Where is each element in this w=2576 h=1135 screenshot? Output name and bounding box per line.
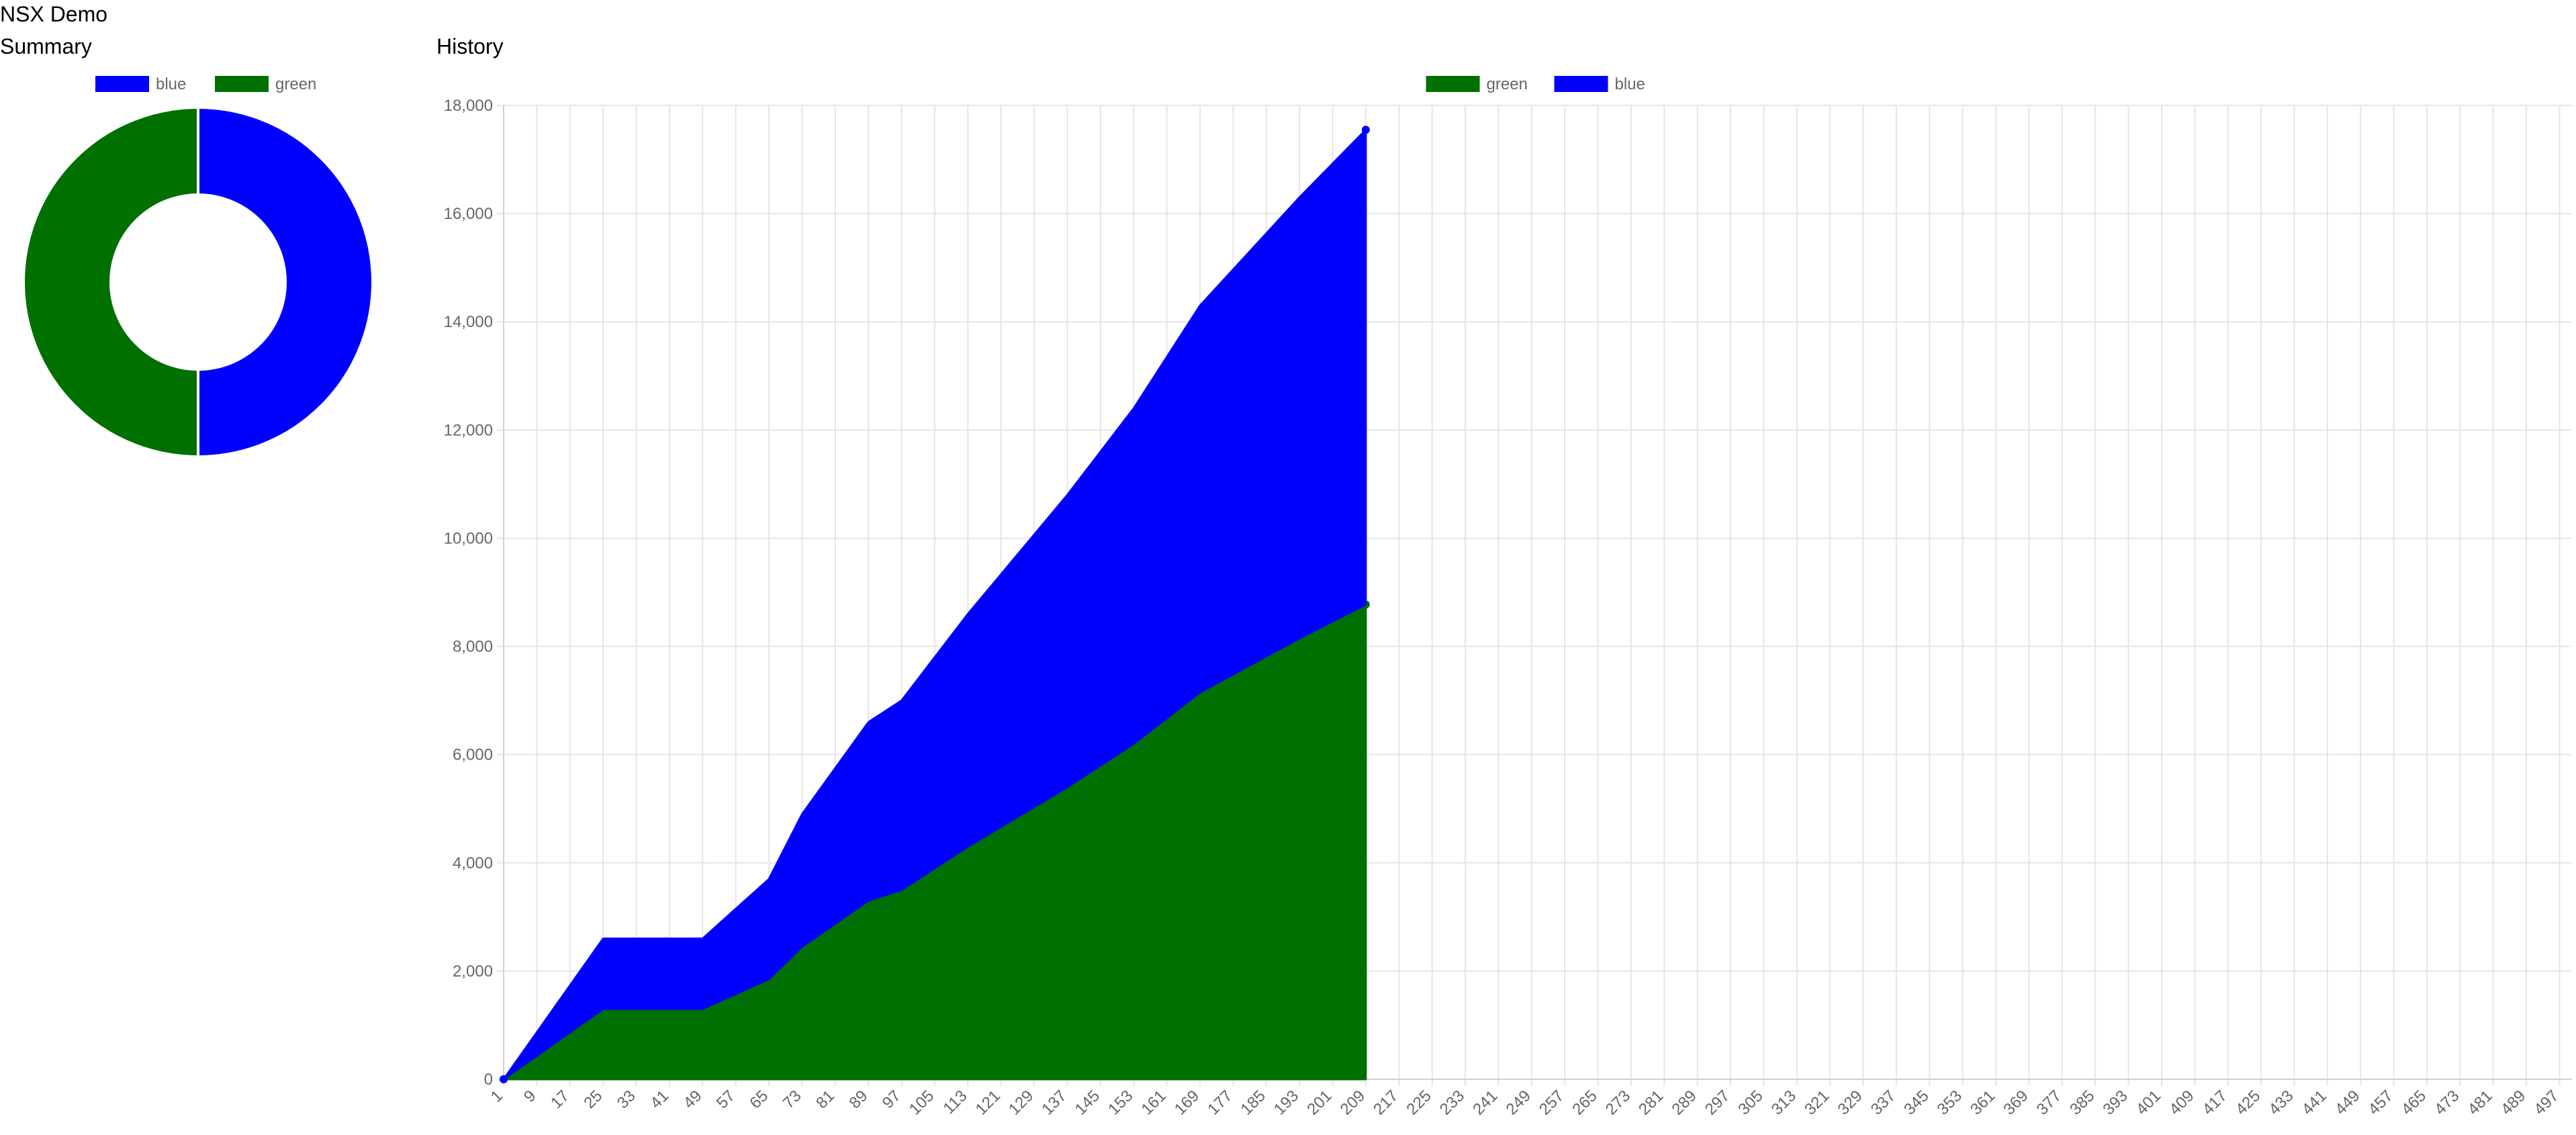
x-tick-label: 33	[614, 1087, 639, 1112]
x-tick-label: 193	[1271, 1087, 1302, 1118]
x-tick-label: 89	[845, 1087, 871, 1112]
history-legend-swatch-blue[interactable]	[1554, 76, 1608, 92]
x-tick-label: 25	[580, 1087, 606, 1112]
x-tick-label: 137	[1038, 1087, 1070, 1118]
y-tick-label: 4,000	[453, 854, 493, 872]
x-tick-label: 97	[879, 1087, 905, 1112]
x-tick-label: 441	[2299, 1087, 2330, 1118]
history-legend-label-green[interactable]: green	[1487, 75, 1528, 93]
history-area-chart: 0 2,000 4,000 6,000 8,000 10,000 12,000 14,000 1…	[444, 75, 2572, 1119]
x-tick-label: 65	[746, 1087, 772, 1112]
x-tick-label: 185	[1238, 1087, 1269, 1118]
y-tick-label: 8,000	[453, 638, 493, 656]
x-tick-label: 313	[1768, 1087, 1800, 1118]
x-tick-label: 289	[1668, 1087, 1700, 1118]
x-tick-label: 217	[1370, 1087, 1401, 1118]
y-tick-label: 2,000	[453, 962, 493, 981]
x-tick-label: 305	[1735, 1087, 1766, 1118]
x-tick-label: 345	[1900, 1087, 1932, 1118]
x-tick-label: 457	[2364, 1087, 2396, 1118]
history-legend-label-blue[interactable]: blue	[1615, 75, 1645, 93]
y-tick-label: 18,000	[444, 97, 493, 115]
x-tick-label: 105	[906, 1087, 937, 1118]
x-tick-label: 57	[713, 1087, 739, 1112]
doughnut-slice-green[interactable]	[22, 105, 199, 459]
x-tick-label: 497	[2530, 1087, 2562, 1118]
x-tick-label: 177	[1204, 1087, 1236, 1118]
x-tick-label: 161	[1138, 1087, 1169, 1118]
x-tick-label: 257	[1536, 1087, 1567, 1118]
x-tick-label: 297	[1702, 1087, 1733, 1118]
x-tick-label: 265	[1569, 1087, 1600, 1118]
x-tick-label: 353	[1933, 1087, 1965, 1118]
y-tick-label: 12,000	[444, 421, 493, 439]
history-title: History	[436, 34, 504, 58]
summary-doughnut-chart: blue green	[22, 75, 374, 459]
x-tick-label: 417	[2199, 1087, 2231, 1118]
x-tick-label: 233	[1436, 1087, 1468, 1118]
x-tick-label: 201	[1303, 1087, 1335, 1118]
x-tick-label: 409	[2166, 1087, 2197, 1118]
x-tick-label: 129	[1005, 1087, 1037, 1118]
summary-legend-swatch-blue[interactable]	[95, 76, 149, 92]
x-tick-label: 401	[2133, 1087, 2164, 1118]
x-tick-label: 433	[2265, 1087, 2297, 1118]
x-tick-label: 481	[2465, 1087, 2496, 1118]
x-tick-label: 273	[1602, 1087, 1634, 1118]
x-tick-label: 425	[2232, 1087, 2264, 1118]
summary-title: Summary	[0, 34, 92, 58]
x-tick-label: 337	[1868, 1087, 1899, 1118]
y-tick-label: 14,000	[444, 313, 493, 331]
x-tick-label: 249	[1503, 1087, 1534, 1118]
summary-legend-swatch-green[interactable]	[215, 76, 269, 92]
point-blue-first[interactable]	[500, 1075, 508, 1083]
x-tick-label: 225	[1403, 1087, 1434, 1118]
x-tick-label: 473	[2431, 1087, 2463, 1118]
summary-legend-label-blue[interactable]: blue	[156, 75, 186, 93]
x-tick-label: 113	[939, 1087, 970, 1118]
y-tick-label: 10,000	[444, 529, 493, 547]
x-tick-label: 121	[972, 1087, 1004, 1118]
x-tick-label: 81	[813, 1087, 838, 1112]
x-tick-label: 169	[1171, 1087, 1203, 1118]
area-series-blue[interactable]	[502, 128, 1367, 1081]
x-tick-label: 377	[2033, 1087, 2065, 1118]
x-tick-label: 41	[647, 1087, 672, 1112]
x-tick-label: 369	[2000, 1087, 2031, 1118]
y-tick-label: 6,000	[453, 746, 493, 764]
x-tick-label: 49	[680, 1087, 706, 1112]
x-tick-label: 241	[1469, 1087, 1501, 1118]
x-tick-label: 321	[1801, 1087, 1833, 1118]
x-tick-label: 465	[2398, 1087, 2430, 1118]
x-tick-label: 73	[780, 1087, 805, 1112]
x-tick-label: 17	[547, 1087, 573, 1112]
x-tick-label: 281	[1635, 1087, 1667, 1118]
x-tick-label: 209	[1337, 1087, 1369, 1118]
y-tick-label: 0	[484, 1071, 493, 1089]
point-blue-last[interactable]	[1361, 126, 1370, 134]
x-tick-label: 1	[488, 1087, 507, 1106]
x-tick-label: 449	[2332, 1087, 2363, 1118]
history-legend-swatch-green[interactable]	[1426, 76, 1480, 92]
y-tick-label: 16,000	[444, 205, 493, 223]
x-tick-label: 329	[1834, 1087, 1866, 1118]
app-title: NSX Demo	[0, 2, 108, 26]
x-tick-label: 153	[1105, 1087, 1136, 1118]
summary-legend-label-green[interactable]: green	[275, 75, 316, 93]
x-tick-label: 489	[2497, 1087, 2529, 1118]
x-tick-label: 9	[520, 1087, 540, 1106]
x-tick-label: 393	[2099, 1087, 2131, 1118]
doughnut-slice-blue[interactable]	[197, 105, 374, 459]
x-tick-label: 385	[2066, 1087, 2098, 1118]
x-tick-label: 145	[1072, 1087, 1103, 1118]
x-tick-label: 361	[1967, 1087, 1998, 1118]
